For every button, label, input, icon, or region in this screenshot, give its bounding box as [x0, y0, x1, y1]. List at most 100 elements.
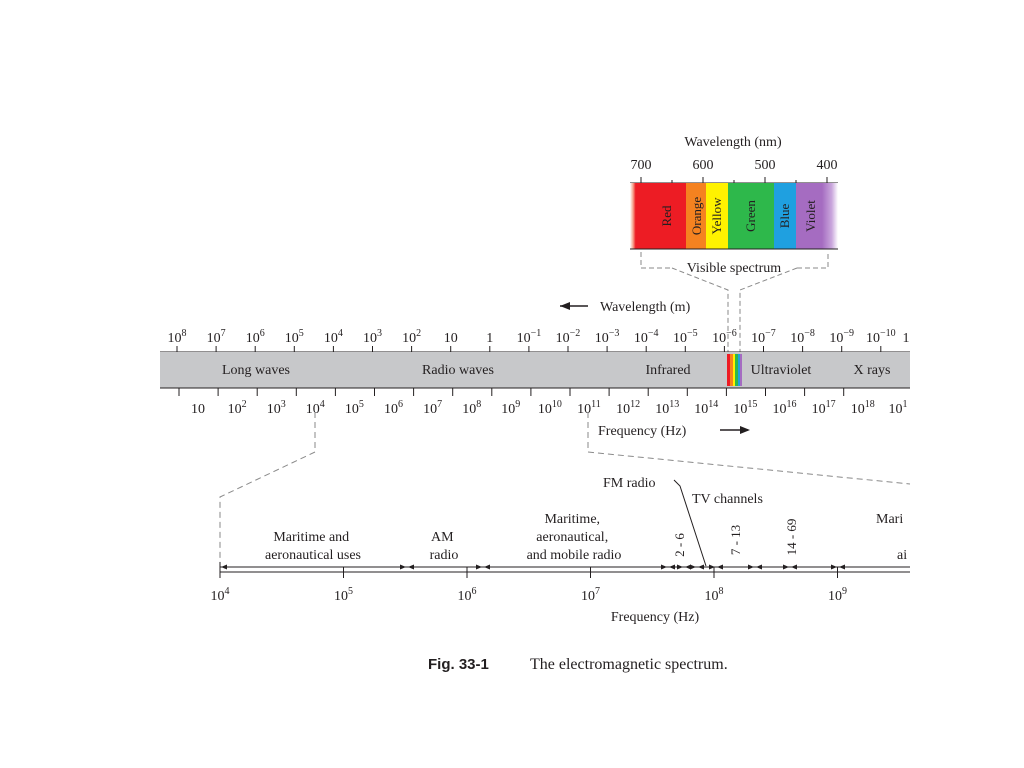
figure-caption-text: The electromagnetic spectrum.: [530, 656, 728, 673]
frequency-tick: 1016: [773, 399, 797, 417]
color-label-red: Red: [659, 205, 674, 226]
frequency-tick-marks: [160, 387, 910, 396]
frequency-tick: 1010: [538, 399, 562, 417]
wavelength-axis-title: Wavelength (m): [560, 300, 691, 315]
channel-label: 7 - 13: [728, 525, 743, 555]
frequency-tick: 108: [462, 399, 481, 417]
band-blue: [774, 183, 796, 249]
use-maritime-aeronautical: Maritime and aeronautical uses: [265, 530, 361, 563]
visible-tick-label: 500: [755, 158, 776, 173]
frequency-tick: 105: [345, 399, 364, 417]
wavelength-tick: 107: [207, 328, 226, 346]
wavelength-tick: 10−4: [634, 328, 659, 346]
visible-tick-label: 400: [817, 158, 838, 173]
frequency-tick: 104: [306, 399, 325, 417]
band-labels: Long waves Radio waves Infrared Ultravio…: [222, 363, 890, 378]
fm-radio-label: FM radio: [603, 476, 656, 491]
band-red: [646, 183, 686, 249]
color-label-orange: Orange: [689, 197, 704, 235]
detail-tick: 105: [334, 586, 353, 604]
detail-frequency-ticks: 104 105 106 107 108 109: [211, 567, 847, 604]
detail-tick: 104: [211, 586, 230, 604]
figure-caption: Fig. 33-1 The electromagnetic spectrum.: [428, 656, 728, 673]
color-label-yellow: Yellow: [709, 197, 724, 235]
frequency-tick: 101: [889, 399, 908, 417]
wavelength-tick: 10−10: [866, 328, 896, 346]
band-yellow: [706, 183, 728, 249]
visible-wavelength-title: Wavelength (nm): [684, 135, 782, 150]
wavelength-tick: 10−5: [673, 328, 698, 346]
band-violet: [796, 183, 822, 249]
wavelength-tick: 105: [285, 328, 304, 346]
band-green: [728, 183, 774, 249]
frequency-tick: 106: [384, 399, 403, 417]
frequency-tick: 1011: [577, 399, 601, 417]
wavelength-tick: 106: [246, 328, 265, 346]
frequency-axis-title: Frequency (Hz): [598, 424, 750, 439]
visible-ticks: 700 600 500 400: [630, 158, 838, 184]
frequency-tick: 1017: [812, 399, 836, 417]
visible-tick-label: 600: [693, 158, 714, 173]
wavelength-tick: 10−1: [517, 328, 542, 346]
visible-spectrum-caption: Visible spectrum: [687, 261, 782, 276]
use-partial-cut: ai: [897, 548, 907, 563]
visible-light-strip: [727, 354, 742, 386]
detail-frequency-label: Frequency (Hz): [611, 610, 700, 625]
visible-color-bands: [630, 183, 838, 250]
tv-channel-labels: 2 - 6 7 - 13 14 - 69: [672, 519, 799, 557]
band-orange: [686, 183, 706, 249]
channel-label: 14 - 69: [784, 519, 799, 556]
wavelength-tick: 1: [903, 331, 910, 346]
wavelength-tick-labels: 108 107 106 105 104 103 102 10 1 10−1 10−2 10−3 10−4…: [168, 328, 910, 346]
tv-channels-label: TV channels: [692, 492, 763, 507]
radio-use-labels: Maritime and aeronautical uses AM radio …: [265, 512, 907, 563]
visible-tick-label: 700: [631, 158, 652, 173]
wavelength-tick: 10−6: [712, 328, 737, 346]
frequency-tick-labels: 10 102 103 104 105 106 107 108 109 1010 1011 1012 10…: [191, 399, 908, 417]
wavelength-tick: 10−7: [751, 328, 776, 346]
detail-tick: 107: [581, 586, 600, 604]
wavelength-tick: 104: [324, 328, 343, 346]
frequency-tick: 1014: [694, 399, 718, 417]
band-ultraviolet: Ultraviolet: [751, 363, 812, 378]
frequency-tick: 103: [267, 399, 286, 417]
wavelength-tick: 10−2: [556, 328, 581, 346]
frequency-tick: 102: [228, 399, 247, 417]
detail-tick: 109: [828, 586, 847, 604]
frequency-axis-label: Frequency (Hz): [598, 424, 687, 439]
wavelength-tick-marks: [160, 346, 910, 353]
use-maritime-mobile: Maritime, aeronautical, and mobile radio: [527, 512, 622, 563]
frequency-tick: 1012: [616, 399, 640, 417]
band-infrared: Infrared: [645, 363, 690, 378]
channel-label: 2 - 6: [672, 533, 687, 557]
spectrum-bar: [160, 352, 910, 388]
wavelength-tick: 10: [444, 331, 458, 346]
wavelength-tick: 1: [486, 331, 493, 346]
band-x-rays: X rays: [854, 363, 891, 378]
use-maritime-cut: Mari: [876, 512, 903, 527]
frequency-tick: 10: [191, 402, 205, 417]
detail-tick: 108: [705, 586, 724, 604]
use-am-radio: AM radio: [430, 530, 459, 563]
wavelength-tick: 103: [363, 328, 382, 346]
frequency-tick: 107: [423, 399, 442, 417]
frequency-tick: 1013: [655, 399, 679, 417]
color-label-blue: Blue: [777, 203, 792, 228]
frequency-tick: 1018: [851, 399, 875, 417]
wavelength-tick: 102: [402, 328, 421, 346]
wavelength-tick: 10−3: [595, 328, 620, 346]
visible-spectrum-inset: Wavelength (nm) 700 600 500 400: [630, 135, 838, 355]
color-label-violet: Violet: [803, 200, 818, 232]
frequency-tick: 1015: [733, 399, 757, 417]
frequency-tick: 109: [501, 399, 520, 417]
band-radio-waves: Radio waves: [422, 363, 494, 378]
wavelength-tick: 10−9: [829, 328, 854, 346]
figure-number: Fig. 33-1: [428, 656, 489, 673]
detail-tick: 106: [458, 586, 477, 604]
range-arrows: [219, 562, 910, 578]
wavelength-axis-label: Wavelength (m): [600, 300, 691, 315]
color-label-green: Green: [743, 200, 758, 232]
band-long-waves: Long waves: [222, 363, 290, 378]
main-spectrum: Wavelength (m) 108 107 106 105 104 103 102 10 1 1…: [160, 300, 910, 439]
fm-radio-callout: FM radio: [603, 476, 707, 567]
